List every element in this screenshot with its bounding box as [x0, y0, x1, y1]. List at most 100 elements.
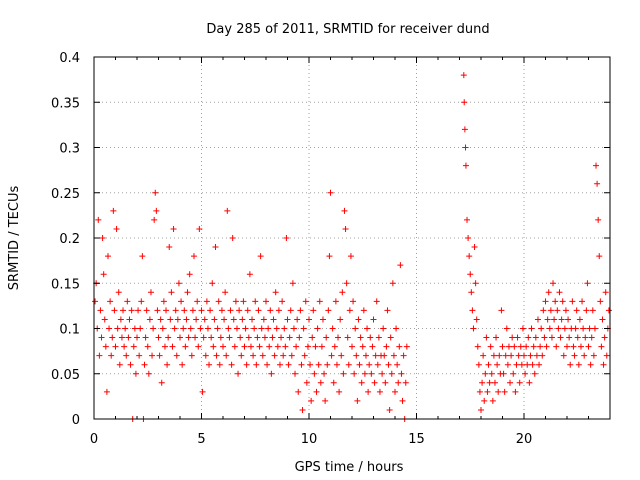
data-point [513, 361, 520, 368]
data-point [286, 334, 293, 341]
data-point [467, 271, 474, 278]
data-point [109, 334, 116, 341]
data-point [241, 343, 248, 350]
data-point [316, 298, 323, 305]
data-point [177, 334, 183, 341]
data-point [313, 388, 320, 395]
data-point [298, 361, 305, 368]
data-point [341, 207, 348, 214]
data-point [285, 361, 292, 368]
data-point [489, 397, 496, 404]
data-point [301, 352, 308, 359]
data-point [511, 343, 518, 350]
tick-labels: 0 5 10 15 20 0 0.05 0.1 0.15 0.2 0.25 0.3 0.35 0.4 [51, 51, 532, 447]
data-point [258, 325, 265, 332]
data-point [389, 280, 396, 287]
data-point [576, 316, 583, 323]
data-point [236, 307, 243, 314]
data-point [295, 388, 302, 395]
data-point [201, 316, 208, 323]
data-point [461, 99, 468, 106]
data-point [593, 162, 600, 169]
data-point [376, 388, 383, 395]
data-point [393, 325, 400, 332]
data-point [95, 216, 102, 223]
data-point [533, 352, 540, 359]
data-point [145, 370, 152, 377]
data-point [228, 361, 235, 368]
data-point [350, 298, 357, 305]
data-point [527, 352, 534, 359]
data-point [598, 343, 605, 350]
data-point [151, 216, 158, 223]
data-point [399, 397, 406, 404]
data-point [268, 370, 275, 377]
data-point [485, 361, 492, 368]
data-point [192, 334, 199, 341]
data-point [500, 370, 507, 377]
data-point [466, 253, 473, 260]
x-tick-label: 5 [197, 432, 205, 447]
data-point [346, 307, 353, 314]
data-point [167, 316, 174, 323]
data-point [255, 307, 262, 314]
data-point [289, 280, 296, 287]
data-point [403, 343, 410, 350]
data-point [221, 316, 228, 323]
data-point [198, 307, 205, 314]
data-point [550, 280, 557, 287]
data-point [114, 325, 121, 332]
data-point [200, 334, 207, 341]
data-point [465, 235, 472, 241]
data-point [267, 307, 274, 314]
data-point [294, 316, 301, 323]
data-point [210, 343, 217, 350]
data-point [166, 244, 173, 251]
data-point [539, 352, 546, 359]
data-point [478, 406, 484, 413]
data-point [373, 298, 380, 305]
data-point [484, 388, 491, 395]
data-point [330, 379, 337, 386]
data-point [387, 334, 394, 341]
data-point [175, 280, 182, 287]
data-point [501, 388, 508, 395]
data-point [542, 298, 549, 305]
y-tick-label: 0.3 [59, 142, 80, 157]
data-point [138, 298, 145, 305]
data-point [278, 334, 285, 341]
data-point [509, 334, 516, 341]
data-point [108, 352, 115, 359]
data-point [310, 307, 317, 314]
data-point [385, 361, 392, 368]
data-point [529, 361, 536, 368]
data-point [164, 361, 171, 368]
data-point [214, 325, 221, 332]
data-point [174, 316, 181, 323]
data-point [125, 334, 132, 341]
data-point [359, 343, 366, 350]
data-point [575, 361, 582, 368]
data-point [381, 352, 388, 359]
chart-title: Day 285 of 2011, SRMTID for receiver dun… [206, 22, 489, 37]
data-point [362, 352, 369, 359]
data-point [332, 298, 339, 305]
data-point [481, 397, 488, 404]
data-point [154, 307, 161, 314]
data-point [120, 307, 127, 314]
data-point [559, 298, 566, 305]
data-point [336, 388, 343, 395]
data-point [605, 307, 612, 314]
data-point [193, 316, 200, 323]
data-point [361, 370, 368, 377]
data-point [274, 343, 281, 350]
data-point [173, 352, 180, 359]
data-point [357, 334, 364, 341]
data-point [124, 298, 131, 305]
data-point [551, 316, 558, 323]
data-point [144, 343, 151, 350]
data-point [106, 325, 113, 332]
data-point [252, 298, 259, 305]
data-point [344, 334, 351, 341]
data-point [116, 361, 123, 368]
